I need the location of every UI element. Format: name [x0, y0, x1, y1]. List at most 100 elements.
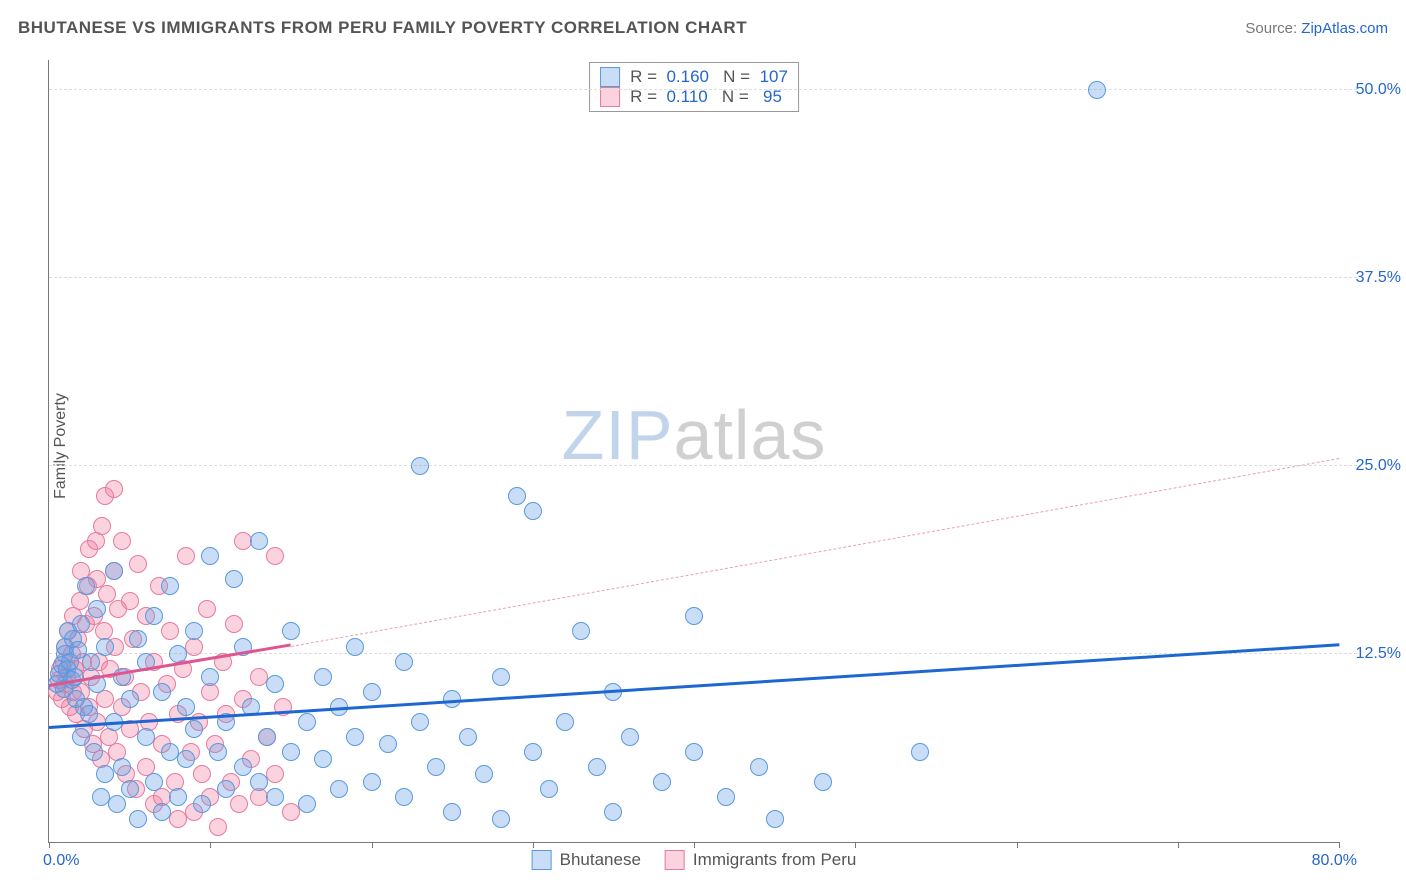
data-point-bhutanese [121, 780, 139, 798]
data-point-peru [193, 765, 211, 783]
data-point-bhutanese [82, 653, 100, 671]
data-point-peru [266, 765, 284, 783]
scatter-plot: ZIPatlas R = 0.160 N = 107 R = 0.110 N =… [48, 60, 1339, 843]
data-point-bhutanese [298, 795, 316, 813]
data-point-bhutanese [475, 765, 493, 783]
data-point-bhutanese [282, 743, 300, 761]
data-point-bhutanese [80, 705, 98, 723]
data-point-bhutanese [85, 743, 103, 761]
y-tick-label: 25.0% [1356, 457, 1401, 475]
x-tick [49, 842, 50, 848]
watermark: ZIPatlas [562, 395, 827, 475]
watermark-part1: ZIP [562, 396, 674, 474]
data-point-peru [198, 600, 216, 618]
data-point-bhutanese [524, 743, 542, 761]
data-point-bhutanese [588, 758, 606, 776]
data-point-peru [129, 555, 147, 573]
gridline [49, 465, 1357, 466]
data-point-bhutanese [540, 780, 558, 798]
data-point-bhutanese [314, 750, 332, 768]
data-point-bhutanese [524, 502, 542, 520]
chart-title: BHUTANESE VS IMMIGRANTS FROM PERU FAMILY… [18, 18, 747, 38]
data-point-bhutanese [266, 788, 284, 806]
data-point-bhutanese [137, 728, 155, 746]
data-point-peru [209, 818, 227, 836]
data-point-bhutanese [201, 547, 219, 565]
data-point-bhutanese [145, 773, 163, 791]
watermark-part2: atlas [674, 396, 827, 474]
n-value: 107 [760, 67, 788, 86]
data-point-bhutanese [411, 713, 429, 731]
data-point-bhutanese [129, 630, 147, 648]
data-point-bhutanese [258, 728, 276, 746]
data-point-bhutanese [77, 577, 95, 595]
y-tick-label: 12.5% [1356, 645, 1401, 663]
data-point-bhutanese [685, 607, 703, 625]
data-point-peru [225, 615, 243, 633]
x-tick [372, 842, 373, 848]
data-point-bhutanese [766, 810, 784, 828]
data-point-bhutanese [234, 758, 252, 776]
data-point-bhutanese [282, 622, 300, 640]
legend-item-bhutanese: Bhutanese [532, 850, 641, 870]
data-point-bhutanese [330, 780, 348, 798]
data-point-bhutanese [177, 698, 195, 716]
data-point-peru [266, 547, 284, 565]
legend-stats: R = 0.160 N = 107 R = 0.110 N = 95 [589, 62, 799, 112]
data-point-bhutanese [314, 668, 332, 686]
r-value: 0.160 [666, 67, 709, 86]
data-point-peru [113, 532, 131, 550]
data-point-bhutanese [113, 758, 131, 776]
data-point-bhutanese [153, 683, 171, 701]
data-point-bhutanese [201, 668, 219, 686]
data-point-bhutanese [346, 728, 364, 746]
data-point-bhutanese [88, 600, 106, 618]
data-point-bhutanese [346, 638, 364, 656]
header-bar: BHUTANESE VS IMMIGRANTS FROM PERU FAMILY… [18, 18, 1388, 38]
data-point-bhutanese [250, 773, 268, 791]
data-point-bhutanese [72, 615, 90, 633]
data-point-bhutanese [814, 773, 832, 791]
x-tick [855, 842, 856, 848]
data-point-bhutanese [250, 532, 268, 550]
data-point-bhutanese [459, 728, 477, 746]
data-point-bhutanese [96, 638, 114, 656]
legend-series: Bhutanese Immigrants from Peru [532, 850, 857, 870]
source-link[interactable]: ZipAtlas.com [1301, 20, 1388, 37]
legend-label: Immigrants from Peru [693, 850, 856, 870]
data-point-bhutanese [717, 788, 735, 806]
data-point-bhutanese [604, 803, 622, 821]
data-point-peru [93, 517, 111, 535]
data-point-bhutanese [911, 743, 929, 761]
y-tick-label: 50.0% [1356, 81, 1401, 99]
data-point-bhutanese [298, 713, 316, 731]
data-point-bhutanese [363, 683, 381, 701]
x-tick [1017, 842, 1018, 848]
data-point-bhutanese [653, 773, 671, 791]
source-prefix: Source: [1245, 20, 1301, 37]
data-point-bhutanese [108, 795, 126, 813]
data-point-bhutanese [225, 570, 243, 588]
data-point-bhutanese [121, 690, 139, 708]
trendline-bhutanese [49, 644, 1339, 730]
legend-label: Bhutanese [560, 850, 641, 870]
data-point-bhutanese [395, 788, 413, 806]
data-point-peru [230, 795, 248, 813]
data-point-bhutanese [153, 803, 171, 821]
data-point-bhutanese [72, 728, 90, 746]
data-point-bhutanese [572, 622, 590, 640]
legend-item-peru: Immigrants from Peru [665, 850, 856, 870]
data-point-bhutanese [266, 675, 284, 693]
data-point-bhutanese [443, 803, 461, 821]
data-point-bhutanese [1088, 81, 1106, 99]
data-point-peru [177, 547, 195, 565]
x-tick [1178, 842, 1179, 848]
data-point-bhutanese [145, 607, 163, 625]
source-attribution: Source: ZipAtlas.com [1245, 20, 1388, 37]
data-point-bhutanese [185, 720, 203, 738]
legend-stats-row-bhutanese: R = 0.160 N = 107 [600, 67, 788, 87]
x-tick [694, 842, 695, 848]
data-point-bhutanese [363, 773, 381, 791]
x-axis-min-label: 0.0% [43, 852, 79, 870]
swatch-bhutanese [600, 67, 620, 87]
